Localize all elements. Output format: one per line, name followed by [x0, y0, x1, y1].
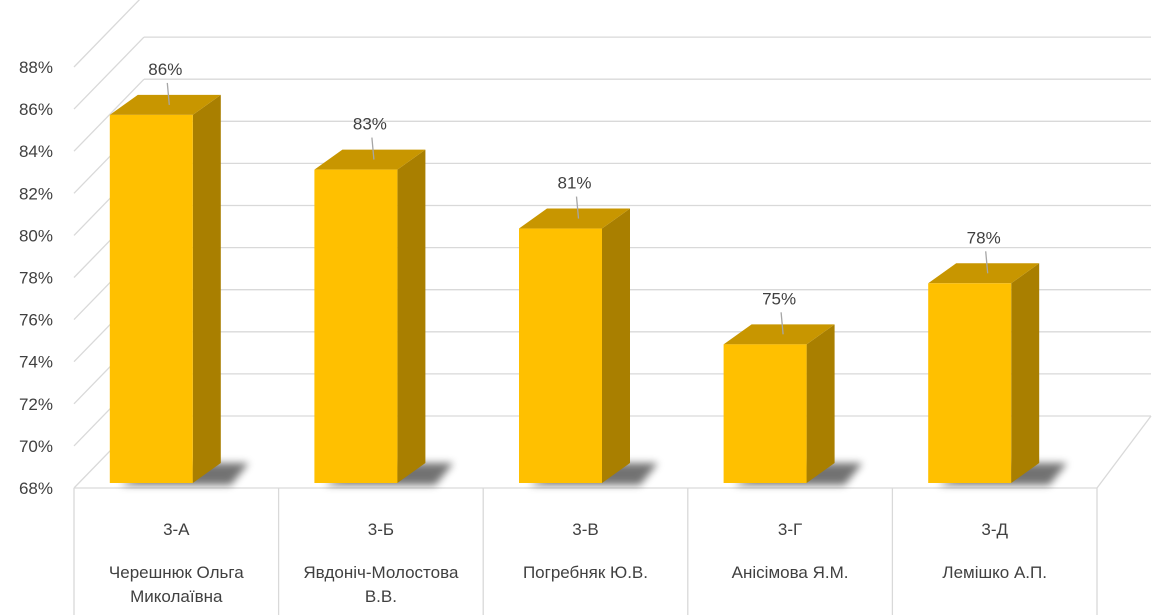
- bar: [519, 208, 658, 485]
- y-tick-label: 68%: [19, 479, 53, 498]
- gridline-side: [73, 36, 145, 110]
- category-name: Анісімова Я.М.: [731, 563, 849, 582]
- bar-top: [928, 263, 1040, 284]
- label-leader: [575, 196, 580, 219]
- bar: [314, 149, 454, 485]
- bar-top: [109, 94, 221, 115]
- y-tick-label: 78%: [19, 269, 53, 288]
- y-tick-label: 72%: [19, 395, 53, 414]
- bars: [109, 94, 1068, 485]
- floor-side-edge: [1096, 415, 1152, 489]
- category-table: [73, 488, 1098, 615]
- bar-top: [723, 324, 835, 345]
- category-code: 3-В: [572, 520, 599, 539]
- category-code: 3-Г: [777, 520, 803, 539]
- category-name: Явдоніч-Молостова В.В.: [303, 563, 459, 606]
- category-label: 3-Г Анісімова Я.М.: [696, 518, 885, 585]
- bar-front: [723, 344, 807, 483]
- category-name: Черешнюк Ольга Миколаївна: [108, 563, 244, 606]
- y-axis-ticks: 68% 70% 72% 74% 76% 78% 80% 82% 84% 86% 88%: [19, 58, 53, 498]
- label-leader: [780, 312, 784, 335]
- label-leader: [166, 82, 170, 105]
- data-labels: 86% 83% 81% 75% 78%: [148, 60, 1001, 335]
- data-label: 83%: [353, 115, 387, 134]
- y-tick-label: 80%: [19, 226, 53, 245]
- bar-top: [519, 208, 630, 229]
- bar-front: [519, 228, 602, 483]
- category-label: 3-А Черешнюк Ольга Миколаївна: [82, 518, 271, 609]
- category-label: 3-Д Лемішко А.П.: [900, 518, 1089, 585]
- bar: [723, 324, 863, 485]
- bar-front: [928, 283, 1012, 483]
- gridline-side: [73, 0, 141, 68]
- y-tick-label: 86%: [19, 100, 53, 119]
- bar-front: [314, 169, 398, 483]
- y-tick-label: 70%: [19, 437, 53, 456]
- bar-side: [192, 94, 221, 483]
- category-label: 3-Б Явдоніч-Молостова В.В.: [287, 518, 476, 609]
- bar-side: [397, 149, 426, 483]
- data-label: 75%: [762, 289, 796, 308]
- bar-front: [109, 114, 193, 483]
- y-tick-label: 84%: [19, 142, 53, 161]
- gridline-side: [73, 78, 145, 152]
- label-leader: [985, 251, 989, 274]
- data-label: 86%: [148, 60, 182, 79]
- bar-side: [1011, 263, 1040, 483]
- data-label: 81%: [557, 174, 591, 193]
- bar: [109, 94, 249, 485]
- category-code: 3-Д: [981, 520, 1008, 539]
- y-tick-label: 88%: [19, 58, 53, 77]
- bar: [928, 263, 1068, 485]
- y-tick-label: 82%: [19, 184, 53, 203]
- category-name: Погребняк Ю.В.: [522, 563, 648, 582]
- category-code: 3-Б: [367, 520, 395, 539]
- label-leader: [371, 137, 375, 160]
- category-name: Лемішко А.П.: [942, 563, 1047, 582]
- bar-side: [602, 208, 630, 483]
- category-label: 3-В Погребняк Ю.В.: [491, 518, 680, 585]
- category-code: 3-А: [163, 520, 190, 539]
- data-label: 78%: [967, 228, 1001, 247]
- y-tick-label: 76%: [19, 311, 53, 330]
- bar-top: [314, 149, 426, 170]
- y-tick-label: 74%: [19, 353, 53, 372]
- bar-side: [806, 324, 835, 483]
